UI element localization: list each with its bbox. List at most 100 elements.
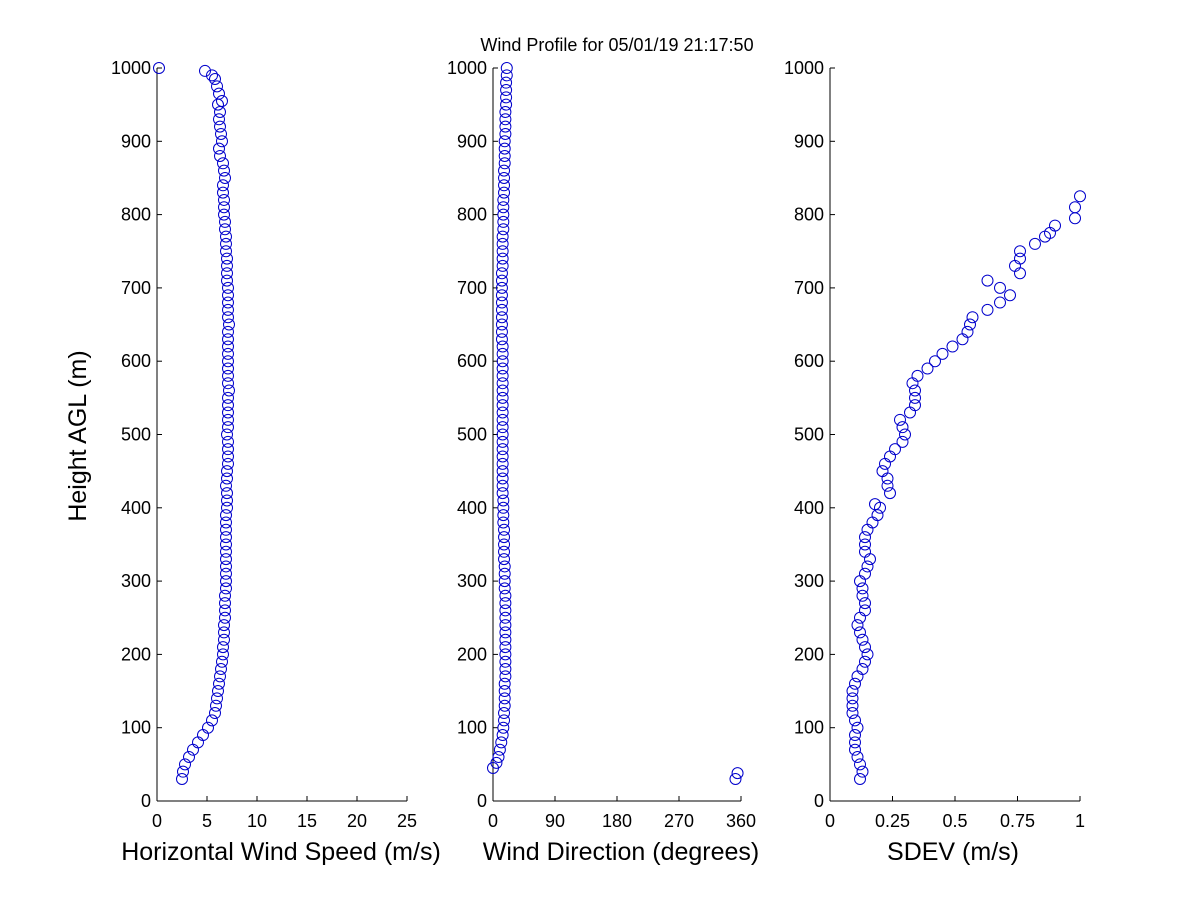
data-point xyxy=(215,127,227,140)
data-point xyxy=(1069,201,1081,214)
y-tick-label: 0 xyxy=(477,791,487,811)
data-point xyxy=(499,589,512,602)
data-point xyxy=(222,325,234,338)
y-tick-label: 400 xyxy=(794,498,824,518)
data-point xyxy=(496,399,509,412)
data-point xyxy=(851,721,864,734)
data-point xyxy=(879,457,891,470)
data-point xyxy=(496,413,509,426)
data-point xyxy=(994,296,1006,309)
data-point xyxy=(904,406,916,419)
x-tick-label: 10 xyxy=(247,811,267,831)
data-point xyxy=(499,626,512,639)
x-tick-label: 0.25 xyxy=(875,811,910,831)
data-point xyxy=(499,670,512,683)
data-point xyxy=(499,105,512,118)
y-tick-label: 700 xyxy=(121,278,151,298)
data-point xyxy=(220,479,232,492)
data-point xyxy=(218,626,230,639)
data-point xyxy=(869,498,881,511)
data-point xyxy=(861,523,874,536)
data-point xyxy=(498,707,511,720)
data-point xyxy=(496,421,509,434)
data-point xyxy=(499,655,512,668)
y-tick-label: 0 xyxy=(141,791,151,811)
y-tick-label: 800 xyxy=(121,205,151,225)
data-point xyxy=(498,714,511,727)
data-point xyxy=(498,560,511,573)
data-point xyxy=(911,369,924,382)
data-point xyxy=(183,751,195,764)
y-tick-label: 600 xyxy=(121,351,151,371)
data-point xyxy=(498,157,511,170)
data-point xyxy=(210,699,222,712)
data-point xyxy=(222,333,234,346)
data-point xyxy=(222,377,234,390)
data-point xyxy=(222,443,234,456)
data-point xyxy=(499,641,512,654)
data-point xyxy=(218,633,230,646)
data-point xyxy=(497,223,510,236)
data-point xyxy=(497,516,510,529)
data-point xyxy=(961,325,974,338)
data-point xyxy=(214,670,226,683)
x-tick-label: 0 xyxy=(825,811,835,831)
data-point xyxy=(495,325,508,338)
data-point xyxy=(499,604,512,617)
data-point xyxy=(500,91,513,104)
data-point xyxy=(211,80,223,93)
y-tick-label: 500 xyxy=(457,425,487,445)
panel-wind-direction: 0 100 200 300 400 500 600 700 800 900 1000 0 90 180 27… xyxy=(447,58,756,831)
y-tick-label: 400 xyxy=(457,498,487,518)
data-point xyxy=(216,655,228,668)
data-point xyxy=(500,83,513,96)
data-point xyxy=(496,729,509,742)
data-point xyxy=(498,179,511,192)
data-point xyxy=(854,626,866,639)
x-axis-label-wind-direction: Wind Direction (degrees) xyxy=(483,838,760,866)
data-point xyxy=(209,72,221,85)
data-point xyxy=(500,62,513,74)
data-point xyxy=(856,633,869,646)
x-tick-label: 5 xyxy=(202,811,212,831)
data-point xyxy=(498,545,511,558)
data-point xyxy=(217,157,229,170)
data-point xyxy=(222,362,234,375)
y-tick-label: 900 xyxy=(457,131,487,151)
data-point xyxy=(222,311,234,324)
x-tick-label: 180 xyxy=(602,811,632,831)
data-point xyxy=(214,105,226,118)
data-point xyxy=(222,435,234,448)
y-tick-label: 800 xyxy=(794,205,824,225)
data-point xyxy=(222,406,234,419)
data-point xyxy=(217,186,229,199)
data-point xyxy=(496,443,509,456)
data-point xyxy=(199,64,211,77)
data-point xyxy=(500,98,513,111)
data-point xyxy=(497,208,510,221)
data-point xyxy=(846,692,859,705)
figure-title: Wind Profile for 05/01/19 21:17:50 xyxy=(480,35,753,55)
y-tick-label: 200 xyxy=(121,644,151,664)
data-point xyxy=(495,274,508,287)
data-point xyxy=(222,303,234,316)
data-point xyxy=(222,355,234,368)
data-point xyxy=(220,582,232,595)
data-point xyxy=(209,707,221,720)
data-point xyxy=(497,721,510,734)
data-point xyxy=(220,538,232,551)
data-point xyxy=(909,399,921,412)
data-point xyxy=(499,633,512,646)
data-point xyxy=(492,751,505,764)
data-point xyxy=(220,531,232,544)
data-point xyxy=(496,362,509,375)
y-tick-label: 900 xyxy=(794,131,824,151)
data-point xyxy=(496,369,509,382)
data-point xyxy=(495,311,508,324)
data-point xyxy=(220,523,232,536)
data-point xyxy=(213,142,225,155)
data-point xyxy=(221,487,233,500)
data-point xyxy=(921,362,934,375)
y-tick-label: 300 xyxy=(457,571,487,591)
data-point xyxy=(859,538,871,551)
